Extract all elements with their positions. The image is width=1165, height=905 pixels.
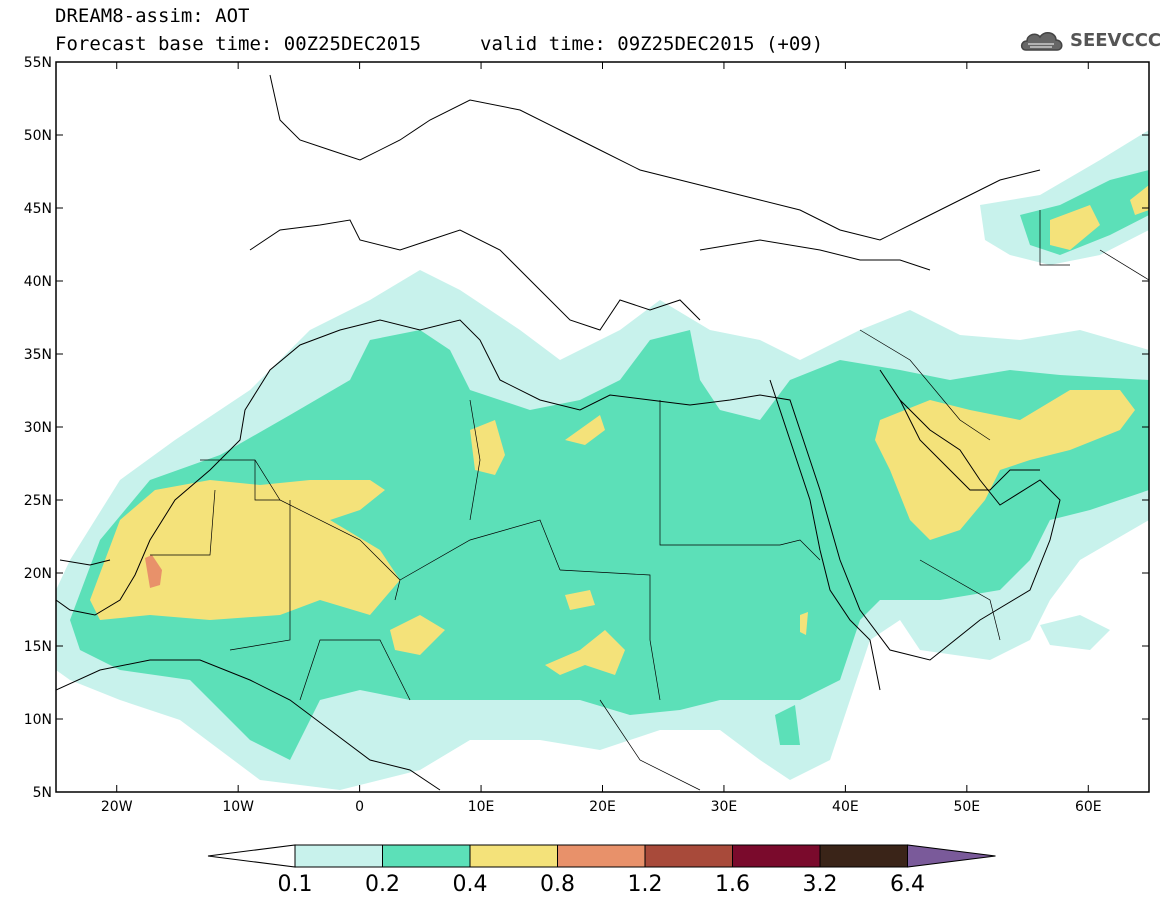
lat-tick-label: 10N — [24, 712, 52, 728]
logo-text: SEEVCCC — [1070, 30, 1162, 51]
lat-tick-label: 5N — [33, 785, 52, 801]
lat-tick-label: 20N — [24, 566, 52, 582]
lat-tick-label: 55N — [24, 55, 52, 71]
lat-tick-label: 50N — [24, 128, 52, 144]
colorbar-under-triangle — [207, 844, 296, 868]
lat-tick-label: 25N — [24, 493, 52, 509]
valid-time: valid time: 09Z25DEC2015 (+09) — [480, 33, 824, 55]
latitude-axis: 55N 50N 45N 40N 35N 30N 25N 20N 15N 10N 5N — [24, 55, 1149, 801]
lon-tick-label: 10E — [468, 799, 495, 815]
lon-tick-label: 30E — [711, 799, 738, 815]
lon-tick-label: 40E — [832, 799, 859, 815]
lon-tick-label: 10W — [222, 799, 254, 815]
colorbar-over-triangle — [907, 844, 996, 868]
lat-tick-label: 30N — [24, 420, 52, 436]
lon-tick-label: 50E — [953, 799, 980, 815]
colorbar-box — [294, 844, 383, 868]
colorbar-threshold-label: 1.6 — [715, 872, 750, 897]
map-title: DREAM8-assim: AOT — [55, 5, 250, 27]
colorbar-box — [557, 844, 646, 868]
colorbar-box — [819, 844, 908, 868]
colorbar — [207, 844, 996, 868]
seevccc-logo: SEEVCCC — [1018, 26, 1162, 56]
country-borders — [150, 210, 1149, 791]
colorbar-threshold-label: 6.4 — [890, 872, 925, 897]
colorbar-threshold-label: 3.2 — [802, 872, 838, 897]
lat-tick-label: 45N — [24, 201, 52, 217]
lat-tick-label: 15N — [24, 639, 52, 655]
colorbar-threshold-label: 1.2 — [627, 872, 663, 897]
longitude-axis: 20W 10W 0 10E 20E 30E 40E 50E 60E — [101, 62, 1102, 815]
aot-layer-0.8 — [145, 555, 162, 588]
lat-tick-label: 40N — [24, 274, 52, 290]
lon-tick-label: 0 — [355, 799, 364, 815]
colorbar-threshold-label: 0.2 — [365, 872, 400, 897]
colorbar-box — [732, 844, 821, 868]
colorbar-threshold-label: 0.8 — [540, 872, 575, 897]
aot-layer-0.4 — [90, 185, 1149, 675]
lon-tick-label: 20E — [589, 799, 616, 815]
colorbar-threshold-label: 0.1 — [277, 872, 313, 897]
coastlines — [56, 74, 1061, 791]
colorbar-box — [644, 844, 733, 868]
forecast-base-time: Forecast base time: 00Z25DEC2015 — [55, 33, 422, 55]
colorbar-box — [382, 844, 471, 868]
colorbar-box — [469, 844, 558, 868]
colorbar-threshold-label: 0.4 — [452, 872, 488, 897]
lon-tick-label: 20W — [101, 799, 133, 815]
cloud-logo-icon — [1020, 32, 1063, 51]
lat-tick-label: 35N — [24, 347, 52, 363]
lon-tick-label: 60E — [1075, 799, 1102, 815]
